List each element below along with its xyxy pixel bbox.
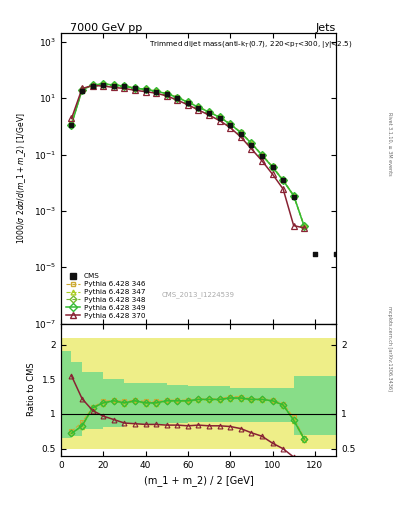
Point (90, 81, 96, 90)
Text: mcplots.cern.ch [arXiv:1306.3436]: mcplots.cern.ch [arXiv:1306.3436] (387, 306, 392, 391)
Point (111, 81, 117, 90)
Text: CMS_2013_I1224539: CMS_2013_I1224539 (162, 291, 235, 297)
Point (121, 82, 128, 91)
Point (132, 84, 138, 93)
Y-axis label: Ratio to CMS: Ratio to CMS (27, 363, 36, 416)
Point (195, 104, 202, 112)
Point (174, 94, 180, 102)
Point (142, 86, 149, 94)
Point (269, 163, 275, 172)
Point (163, 90, 170, 98)
Point (153, 88, 159, 96)
X-axis label: (m_1 + m_2) / 2 [GeV]: (m_1 + m_2) / 2 [GeV] (143, 475, 253, 486)
Text: Jets: Jets (316, 23, 336, 33)
Point (217, 114, 223, 122)
Point (290, 194, 297, 202)
Point (206, 109, 212, 117)
Point (280, 177, 286, 185)
Legend: CMS, Pythia 6.428 346, Pythia 6.428 347, Pythia 6.428 348, Pythia 6.428 349, Pyt: CMS, Pythia 6.428 346, Pythia 6.428 347,… (64, 272, 147, 320)
Y-axis label: $1000/\sigma$ $2d\sigma/d(m\_1 + m\_2)$ [1/GeV]: $1000/\sigma$ $2d\sigma/d(m\_1 + m\_2)$ … (15, 113, 28, 244)
Point (68, 121, 75, 129)
Text: Trimmed dijet mass(anti-k$_T$(0.7), 220<p$_T$<300, |y|<2.5): Trimmed dijet mass(anti-k$_T$(0.7), 220<… (149, 39, 353, 50)
Text: Rivet 3.1.10, ≥ 3M events: Rivet 3.1.10, ≥ 3M events (387, 112, 392, 175)
Point (185, 98, 191, 106)
Point (79, 87, 85, 95)
Point (312, 250, 318, 258)
Text: 7000 GeV pp: 7000 GeV pp (70, 23, 142, 33)
Point (259, 152, 265, 160)
Point (100, 80, 107, 89)
Point (238, 130, 244, 138)
Point (248, 141, 255, 149)
Point (333, 250, 339, 258)
Point (227, 121, 233, 129)
